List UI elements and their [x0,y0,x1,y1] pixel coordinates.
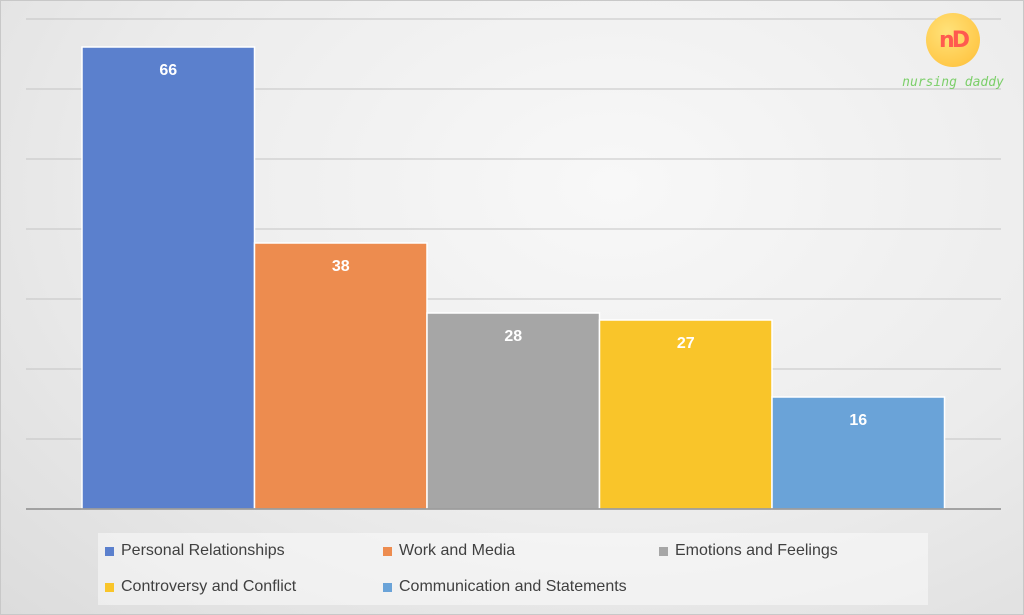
bar-chart: 66 38 28 27 16 [26,18,1001,510]
legend-swatch [659,546,668,556]
legend-item: Communication and Statements [383,578,627,596]
data-label-3: 28 [504,328,522,345]
legend-label: Personal Relationships [121,542,285,559]
bar-4 [598,319,773,510]
logo-badge-icon: nD [926,13,980,67]
legend-item: Personal Relationships [105,542,285,560]
data-labels: 66 38 28 27 16 [159,62,867,429]
data-label-2: 38 [332,258,350,275]
legend-label: Communication and Statements [399,578,627,595]
legend-swatch [383,546,392,556]
legend-label: Controversy and Conflict [121,578,297,595]
logo-text: nursing daddy [902,75,1004,90]
data-label-4: 27 [677,335,695,352]
legend-item: Emotions and Feelings [659,542,838,560]
bar-5 [771,396,946,510]
nursing-daddy-logo: nD nursing daddy [901,13,1005,97]
legend-label: Emotions and Feelings [675,542,838,559]
legend-swatch [105,582,114,592]
legend-item: Controversy and Conflict [105,578,296,596]
bar-2 [253,242,428,510]
legend-label: Work and Media [399,542,516,559]
legend-swatch [383,582,392,592]
logo-glyph: nD [939,27,970,53]
legend: Personal Relationships Work and Media Emot… [98,533,928,605]
bars [81,46,946,510]
data-label-5: 16 [849,412,867,429]
data-label-1: 66 [159,62,177,79]
bar-1 [81,46,256,510]
legend-item: Work and Media [383,542,515,560]
legend-swatch [105,546,114,556]
